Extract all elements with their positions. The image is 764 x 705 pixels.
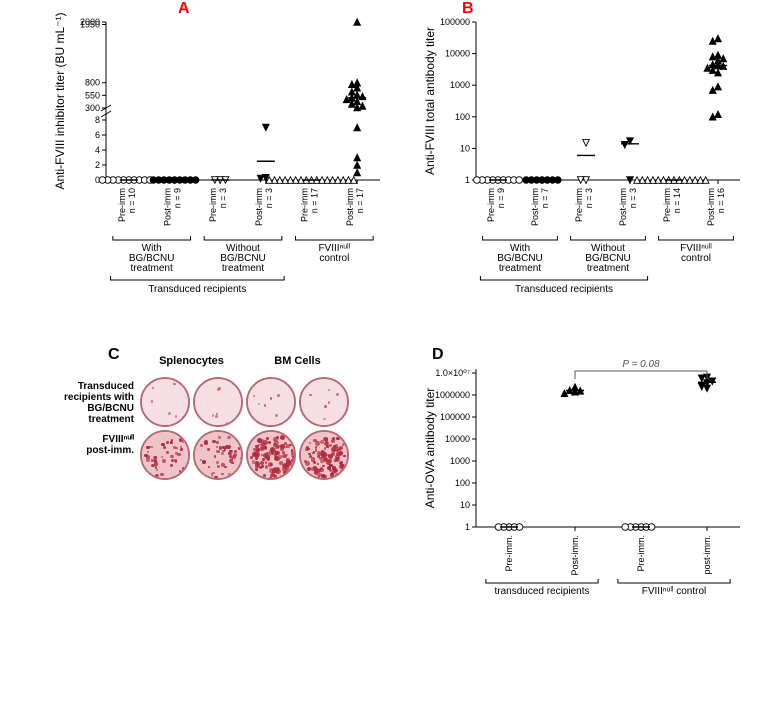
svg-text:550: 550 [85,90,100,100]
svg-text:Anti-FVIII total antibody tite: Anti-FVIII total antibody titer [423,27,437,175]
panel-c-col-label: BM Cells [246,355,349,367]
svg-text:treatment: treatment [131,263,173,274]
svg-text:8: 8 [95,115,100,125]
svg-text:n = 10: n = 10 [127,188,137,213]
svg-text:Post-imm: Post-imm [254,188,264,226]
elispot-well [246,430,296,480]
svg-text:1: 1 [465,175,470,185]
panel-c-row-label: Transducedrecipients withBG/BCNUtreatmen… [50,381,134,425]
svg-text:Pre-imm: Pre-imm [117,188,127,222]
svg-text:Post-imm: Post-imm [345,188,355,226]
svg-text:2000: 2000 [80,17,100,27]
panel-d-chart: 1 10 100 1000 10000 100000 1000000 1.0×10⁰⁷ Anti… [420,355,750,615]
svg-text:Pre-imm: Pre-imm [574,188,584,222]
panel-c-wells: SplenocytesBM Cells Transducedrecipients … [50,355,390,555]
svg-text:control: control [681,253,711,264]
svg-text:Transduced recipients: Transduced recipients [148,284,246,295]
svg-text:100000: 100000 [440,412,470,422]
svg-text:10: 10 [460,143,470,153]
svg-text:n = 16: n = 16 [716,188,726,213]
svg-text:Pre-imm: Pre-imm [208,188,218,222]
svg-text:n = 17: n = 17 [355,188,365,213]
svg-text:10: 10 [460,500,470,510]
svg-text:800: 800 [85,78,100,88]
svg-text:Pre-imm: Pre-imm [486,188,496,222]
svg-text:treatment: treatment [499,263,541,274]
svg-text:100: 100 [455,112,470,122]
svg-text:n = 9: n = 9 [496,188,506,208]
svg-text:n = 7: n = 7 [540,188,550,208]
elispot-well [299,377,349,427]
panel-c-col-label: Splenocytes [140,355,243,367]
svg-text:1000: 1000 [450,456,470,466]
svg-text:Post-imm: Post-imm [618,188,628,226]
svg-text:n = 9: n = 9 [173,188,183,208]
svg-text:10000: 10000 [445,434,470,444]
panel-b-chart: 1 10 100 1000 10000 100000Anti-FVIII total an… [420,8,750,288]
svg-text:4: 4 [95,145,100,155]
svg-text:control: control [319,253,349,264]
svg-text:n = 17: n = 17 [310,188,320,213]
svg-text:n = 3: n = 3 [628,188,638,208]
svg-text:Anti-OVA antibody titer: Anti-OVA antibody titer [423,388,437,509]
panel-c-row-label: FVIIIⁿᵘˡˡpost-imm. [50,434,134,456]
svg-text:1: 1 [465,522,470,532]
svg-text:1000: 1000 [450,80,470,90]
svg-text:n = 3: n = 3 [264,188,274,208]
svg-text:10000: 10000 [445,49,470,59]
svg-text:n = 3: n = 3 [584,188,594,208]
svg-text:1000000: 1000000 [435,390,470,400]
elispot-well [193,377,243,427]
svg-text:transduced recipients: transduced recipients [494,586,589,597]
svg-text:post-imm.: post-imm. [702,535,712,575]
svg-text:1.0×10⁰⁷: 1.0×10⁰⁷ [435,368,470,378]
elispot-well [193,430,243,480]
svg-text:Post-imm: Post-imm [530,188,540,226]
svg-text:FVIIIⁿᵘˡˡ control: FVIIIⁿᵘˡˡ control [642,586,707,597]
svg-text:100000: 100000 [440,17,470,27]
svg-text:treatment: treatment [222,263,264,274]
elispot-well [246,377,296,427]
svg-text:Transduced recipients: Transduced recipients [515,284,613,295]
svg-text:Pre-imm: Pre-imm [662,188,672,222]
svg-text:6: 6 [95,130,100,140]
svg-text:Post-imm.: Post-imm. [570,535,580,576]
svg-text:treatment: treatment [587,263,629,274]
svg-text:P = 0.08: P = 0.08 [622,359,660,370]
elispot-well [140,377,190,427]
svg-text:Pre-imm: Pre-imm [300,188,310,222]
svg-text:100: 100 [455,478,470,488]
elispot-well [140,430,190,480]
svg-text:300: 300 [85,103,100,113]
panel-c-well-grid [140,377,349,480]
svg-text:Post-imm: Post-imm [706,188,716,226]
panel-a-chart: 0246830055080019502000Anti-FVIII inhibit… [50,8,390,288]
svg-text:Post-imm: Post-imm [163,188,173,226]
svg-text:n = 14: n = 14 [672,188,682,213]
svg-text:2: 2 [95,160,100,170]
elispot-well [299,430,349,480]
svg-text:Anti-FVIII inhibitor titer (BU: Anti-FVIII inhibitor titer (BU mL⁻¹) [53,12,67,189]
svg-text:Pre-imm.: Pre-imm. [504,535,514,572]
svg-text:Pre-imm.: Pre-imm. [636,535,646,572]
svg-text:n = 3: n = 3 [218,188,228,208]
